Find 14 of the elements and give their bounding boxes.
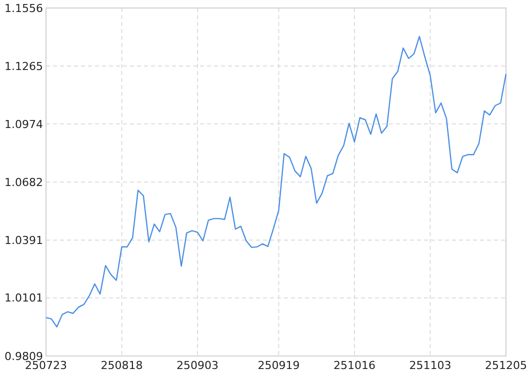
x-tick-label: 250723 (25, 359, 67, 372)
x-tick-label: 251205 (485, 359, 527, 372)
x-tick-label: 250903 (176, 359, 219, 372)
y-tick-label: 1.0974 (4, 118, 43, 131)
y-tick-label: 1.0101 (4, 292, 43, 305)
x-tick-label: 251016 (333, 359, 376, 372)
y-tick-label: 1.0682 (4, 176, 43, 189)
y-tick-label: 1.1265 (4, 60, 43, 73)
x-tick-label: 250919 (258, 359, 300, 372)
y-tick-label: 1.0391 (4, 234, 43, 247)
y-tick-label: 1.1556 (4, 2, 43, 15)
x-tick-label: 250818 (100, 359, 143, 372)
x-tick-label: 251103 (409, 359, 452, 372)
line-series (45, 36, 507, 328)
